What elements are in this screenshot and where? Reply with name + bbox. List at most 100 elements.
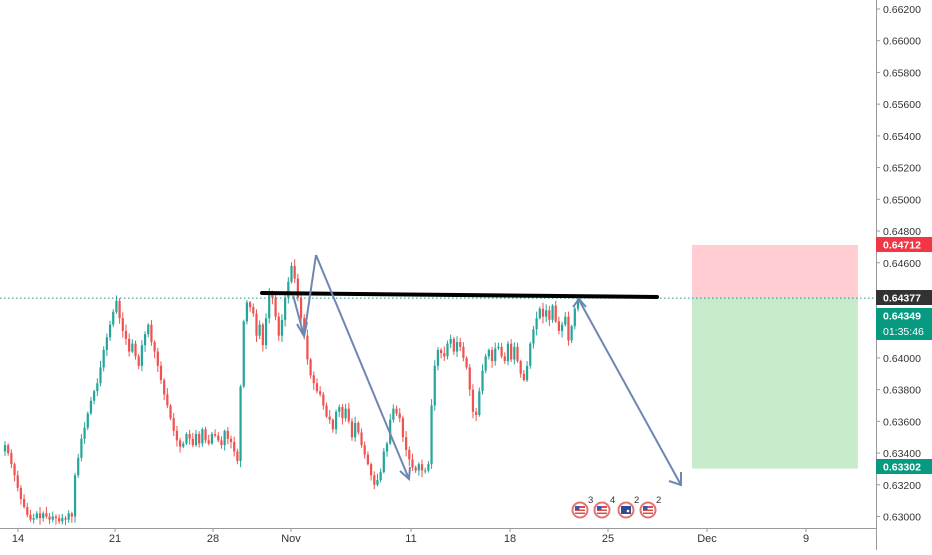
candle (525, 361, 529, 382)
event-flag[interactable]: 3 (571, 495, 594, 519)
event-flag[interactable]: 4 (593, 495, 616, 519)
candle-body (360, 432, 363, 446)
price-label-countdown: 01:35:46 (883, 326, 924, 338)
au-flag-icon (621, 506, 631, 514)
time-tick-label: 28 (207, 533, 219, 545)
price-tick-label: 0.63600 (883, 416, 921, 428)
candle (26, 502, 29, 518)
price-label: 0.64712 (876, 237, 932, 252)
candle (118, 298, 121, 324)
us-flag-icon (575, 506, 585, 514)
candle-body (121, 318, 124, 331)
candle (150, 320, 153, 346)
candle-body (548, 310, 551, 320)
candle-body (459, 342, 462, 347)
time-tick-label: 18 (504, 533, 516, 545)
candle (385, 441, 389, 457)
candle-body (506, 343, 510, 362)
candle (325, 402, 328, 418)
candle-body (54, 516, 58, 519)
candle-body (436, 349, 440, 366)
candle-body (67, 513, 70, 520)
candle-body (271, 294, 274, 298)
candle (449, 334, 452, 349)
candle-body (554, 305, 557, 322)
candle (424, 467, 427, 474)
candle-body (147, 324, 150, 335)
event-flag[interactable]: 2 (639, 495, 662, 519)
candle (436, 347, 440, 371)
candle-body (99, 367, 102, 384)
time-axis[interactable]: 14 21 28 Nov 11 18 25 Dec 9 (0, 528, 876, 550)
candle (252, 303, 255, 317)
candle (573, 306, 576, 330)
candle (465, 356, 468, 370)
candle-body (484, 356, 487, 371)
candle (134, 340, 137, 360)
candle (379, 468, 382, 483)
candle-body (290, 265, 293, 282)
price-axis[interactable]: 0.66200 0.66000 0.65800 0.65600 0.65400 0.652… (876, 0, 932, 550)
candle (475, 408, 478, 422)
candle (67, 510, 70, 523)
candle (430, 399, 433, 469)
candle (373, 471, 376, 490)
candle (541, 302, 545, 324)
candle (478, 387, 481, 417)
candle-body (369, 464, 373, 476)
candle-body (354, 422, 357, 438)
candle-body (404, 437, 408, 450)
event-flag[interactable]: 2 (617, 495, 640, 519)
us-flag-stripe (597, 508, 607, 510)
candle (417, 462, 420, 476)
candle-body (3, 445, 7, 452)
candle-body (268, 294, 271, 319)
candle-body (70, 513, 73, 517)
candle-body (395, 408, 398, 414)
candle-body (427, 464, 430, 471)
candle-body (48, 516, 51, 520)
candle (182, 441, 185, 449)
candle (392, 404, 395, 423)
candle (77, 453, 80, 478)
candle-body (191, 438, 194, 446)
candle-body (319, 391, 322, 395)
candle-body (150, 324, 153, 343)
candle (153, 340, 156, 359)
candle (299, 292, 303, 324)
candle (363, 441, 366, 459)
candle (99, 360, 102, 387)
price-label-background (876, 459, 932, 474)
candle (93, 389, 96, 405)
candle (121, 312, 124, 338)
candle (545, 304, 548, 323)
candle (357, 421, 360, 435)
candle-body (10, 453, 13, 465)
candle (376, 473, 379, 487)
candle-body (564, 316, 567, 325)
candle-body (392, 408, 395, 420)
candle-body (89, 400, 93, 414)
candle (535, 311, 538, 336)
price-tick-label: 0.66200 (883, 4, 921, 16)
candle-body (280, 319, 284, 336)
candle-body (449, 338, 452, 344)
candle-body (131, 343, 134, 352)
candle (220, 436, 223, 449)
candle-body (465, 357, 468, 368)
candle (360, 428, 363, 448)
time-axis-background (0, 528, 876, 550)
candle (506, 341, 510, 366)
candle (462, 342, 465, 362)
event-markers[interactable]: 3 4 2 2 (571, 495, 662, 519)
price-tick-label: 0.63400 (883, 448, 921, 460)
candle-body (299, 297, 303, 319)
candle-body (433, 365, 436, 406)
candle-body (73, 475, 77, 517)
candles (3, 259, 580, 526)
candle-body (567, 316, 570, 341)
price-tick-label: 0.66000 (883, 36, 921, 48)
candle (96, 378, 99, 397)
